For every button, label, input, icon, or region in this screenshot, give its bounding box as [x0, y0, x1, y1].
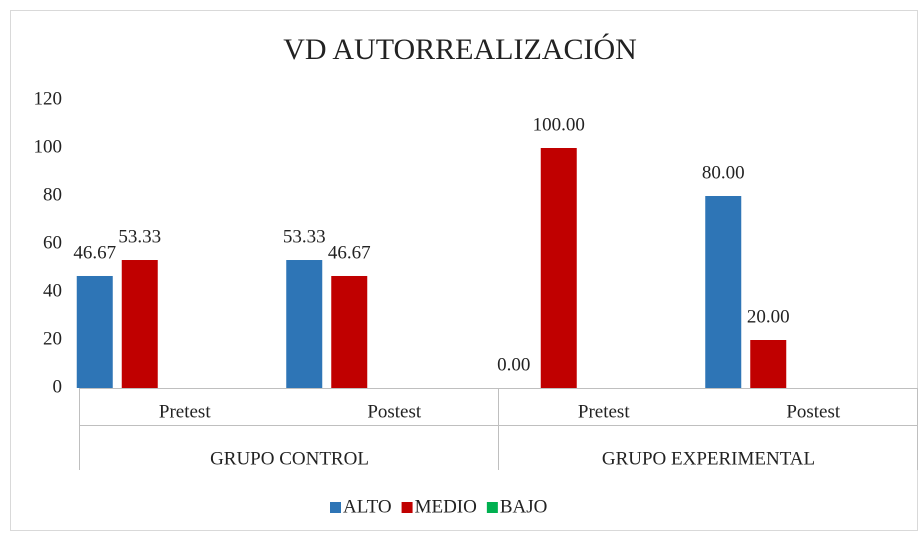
y-tick-label: 40	[43, 280, 62, 301]
y-tick-label: 80	[43, 184, 62, 205]
y-tick-label: 100	[34, 136, 63, 157]
bar	[76, 275, 113, 388]
y-tick-label: 20	[43, 328, 62, 349]
data-label: 100.00	[533, 114, 585, 135]
chart-border	[10, 10, 918, 531]
bar	[331, 275, 368, 388]
data-label: 46.67	[73, 242, 116, 263]
bar	[540, 148, 577, 388]
legend-label: MEDIO	[415, 496, 477, 517]
bar	[286, 260, 323, 388]
data-label: 20.00	[747, 306, 790, 327]
data-label: 80.00	[702, 162, 745, 183]
y-tick-label: 60	[43, 232, 62, 253]
bar	[705, 196, 742, 388]
bar	[121, 260, 158, 388]
x-tick-label: Postest	[786, 401, 841, 422]
y-tick-label: 120	[34, 88, 63, 109]
group-label: GRUPO CONTROL	[210, 448, 369, 469]
legend-swatch	[330, 502, 341, 513]
bar	[750, 340, 787, 388]
data-label: 0.00	[497, 354, 530, 375]
x-tick-label: Postest	[367, 401, 422, 422]
legend-label: ALTO	[343, 496, 392, 517]
group-label: GRUPO EXPERIMENTAL	[602, 448, 815, 469]
x-tick-label: Pretest	[578, 401, 630, 422]
legend-swatch	[486, 502, 498, 513]
chart-title: VD AUTORREALIZACIÓN	[283, 33, 637, 66]
data-label: 46.67	[328, 242, 371, 263]
data-label: 53.33	[118, 226, 161, 247]
y-tick-label: 0	[53, 376, 63, 397]
legend-swatch	[401, 502, 413, 513]
x-tick-label: Pretest	[159, 401, 211, 422]
legend-label: BAJO	[500, 496, 548, 517]
data-label: 53.33	[283, 226, 326, 247]
